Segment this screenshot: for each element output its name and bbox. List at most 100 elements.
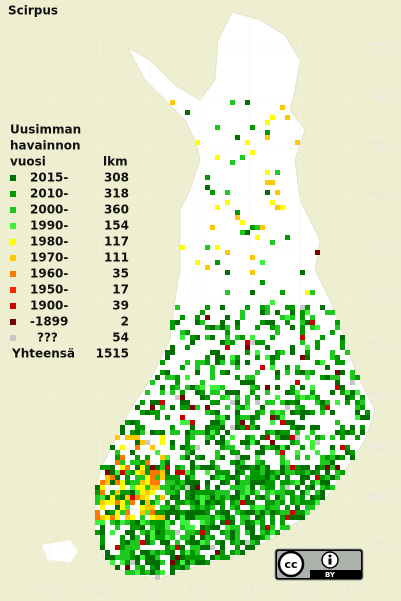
observation-square <box>135 565 140 570</box>
observation-square <box>315 490 320 495</box>
observation-square <box>180 525 185 530</box>
observation-square <box>265 130 270 135</box>
observation-square <box>165 550 170 555</box>
total-label: Yhteensä <box>11 347 75 361</box>
observation-square <box>145 530 150 535</box>
observation-square <box>140 550 145 555</box>
observation-square <box>135 520 140 525</box>
observation-square <box>135 560 140 565</box>
observation-square <box>210 425 215 430</box>
observation-square <box>175 375 180 380</box>
observation-square <box>250 525 255 530</box>
observation-square <box>300 310 305 315</box>
observation-square <box>190 445 195 450</box>
observation-square <box>195 505 200 510</box>
observation-square <box>230 535 235 540</box>
observation-square <box>310 290 315 295</box>
observation-square <box>260 470 265 475</box>
observation-square <box>140 470 145 475</box>
observation-square <box>320 410 325 415</box>
observation-square <box>275 190 280 195</box>
observation-square <box>305 305 310 310</box>
observation-square <box>285 515 290 520</box>
observation-square <box>100 465 105 470</box>
observation-square <box>270 520 275 525</box>
observation-square <box>255 395 260 400</box>
observation-square <box>155 450 160 455</box>
observation-square <box>170 430 175 435</box>
observation-square <box>145 390 150 395</box>
observation-square <box>205 485 210 490</box>
observation-square <box>290 490 295 495</box>
observation-square <box>180 400 185 405</box>
observation-square <box>175 530 180 535</box>
observation-square <box>195 405 200 410</box>
observation-square <box>215 360 220 365</box>
observation-square <box>125 495 130 500</box>
observation-square <box>195 540 200 545</box>
observation-square <box>180 330 185 335</box>
observation-square <box>300 475 305 480</box>
observation-square <box>220 455 225 460</box>
observation-square <box>160 550 165 555</box>
observation-square <box>140 520 145 525</box>
observation-square <box>330 445 335 450</box>
observation-square <box>150 540 155 545</box>
observation-square <box>235 410 240 415</box>
observation-square <box>290 325 295 330</box>
observation-square <box>245 305 250 310</box>
observation-square <box>250 385 255 390</box>
observation-square <box>265 310 270 315</box>
observation-square <box>195 390 200 395</box>
observation-square <box>270 470 275 475</box>
observation-square <box>290 440 295 445</box>
observation-square <box>240 470 245 475</box>
observation-square <box>175 495 180 500</box>
legend-label: 2000- <box>30 203 68 217</box>
observation-square <box>155 550 160 555</box>
observation-square <box>340 430 345 435</box>
observation-square <box>225 290 230 295</box>
observation-square <box>190 460 195 465</box>
observation-square <box>190 475 195 480</box>
observation-square <box>235 405 240 410</box>
observation-square <box>230 450 235 455</box>
observation-square <box>215 350 220 355</box>
observation-square <box>340 455 345 460</box>
observation-square <box>300 445 305 450</box>
observation-square <box>210 515 215 520</box>
observation-square <box>260 340 265 345</box>
observation-square <box>200 545 205 550</box>
observation-square <box>245 230 250 235</box>
observation-square <box>255 510 260 515</box>
observation-square <box>340 385 345 390</box>
observation-square <box>320 475 325 480</box>
observation-square <box>200 500 205 505</box>
observation-square <box>280 410 285 415</box>
observation-square <box>120 495 125 500</box>
x-tick-label: 310 <box>39 584 62 598</box>
observation-square <box>170 570 175 575</box>
observation-square <box>155 410 160 415</box>
observation-square <box>185 550 190 555</box>
observation-square <box>190 430 195 435</box>
observation-square <box>285 510 290 515</box>
observation-square <box>255 425 260 430</box>
observation-square <box>200 395 205 400</box>
observation-square <box>240 510 245 515</box>
observation-square <box>205 560 210 565</box>
observation-square <box>210 505 215 510</box>
observation-square <box>270 500 275 505</box>
observation-square <box>320 400 325 405</box>
observation-square <box>300 510 305 515</box>
observation-square <box>325 405 330 410</box>
observation-square <box>130 560 135 565</box>
observation-square <box>115 545 120 550</box>
observation-square <box>260 460 265 465</box>
observation-square <box>150 555 155 560</box>
observation-square <box>245 530 250 535</box>
observation-square <box>190 505 195 510</box>
observation-square <box>295 440 300 445</box>
observation-square <box>275 470 280 475</box>
observation-square <box>260 310 265 315</box>
